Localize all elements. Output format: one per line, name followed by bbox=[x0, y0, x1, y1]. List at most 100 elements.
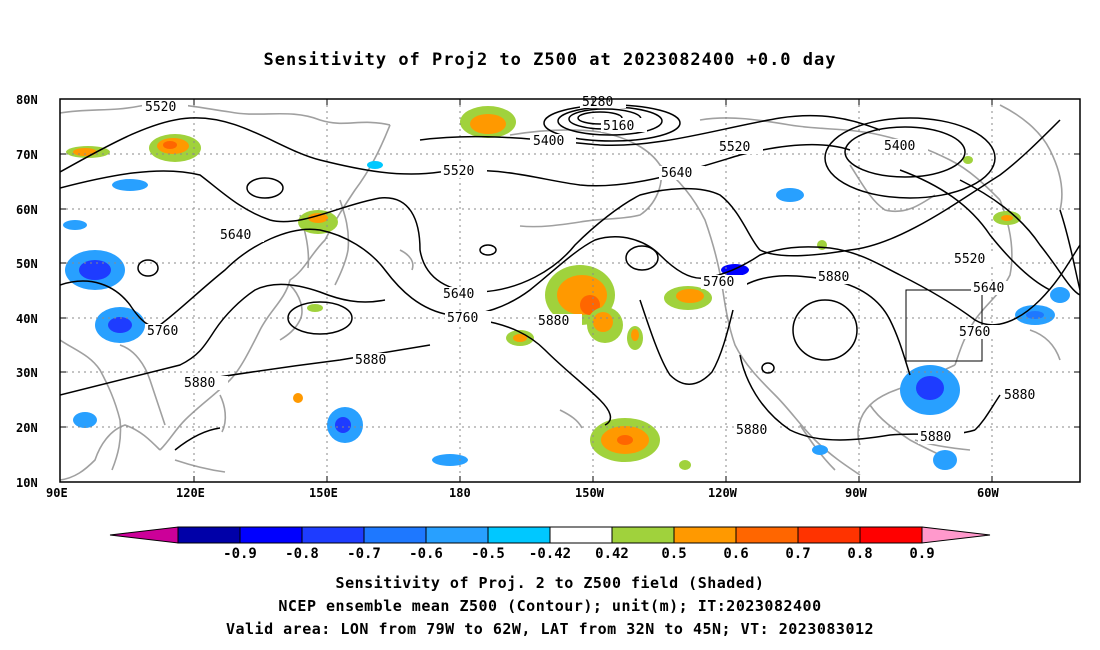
colorbar-tick-label: -0.9 bbox=[223, 546, 257, 562]
contour-value: 5640 bbox=[661, 166, 692, 181]
colorbar-segment bbox=[673, 526, 737, 544]
contour-label-5760-west: 5760 bbox=[145, 324, 191, 339]
contour-label-5400-center: 5400 bbox=[530, 134, 576, 149]
contour-value: 5640 bbox=[973, 281, 1004, 296]
contour-label-5520-east: 5520 bbox=[952, 252, 998, 267]
contour-label-5640-center: 5640 bbox=[659, 166, 705, 181]
lon-label-120w: 120W bbox=[708, 486, 738, 500]
colorbar-segment bbox=[797, 526, 861, 544]
lon-label-60w: 60W bbox=[977, 486, 999, 500]
contour-label-5520-center: 5520 bbox=[441, 164, 487, 179]
contour-value: 5640 bbox=[220, 228, 251, 243]
colorbar-segment bbox=[425, 526, 489, 544]
contour-label-5880-asia: 5880 bbox=[182, 376, 228, 391]
contour-label-5640-east: 5640 bbox=[971, 281, 1017, 296]
lat-label-70n: 70N bbox=[16, 148, 38, 162]
colorbar-segment bbox=[239, 526, 303, 544]
contour-value: 5760 bbox=[147, 324, 178, 339]
caption-line-3: Valid area: LON from 79W to 62W, LAT fro… bbox=[225, 620, 875, 638]
contour-label-5880-north-america: 5880 bbox=[816, 270, 862, 285]
map-plot-area bbox=[60, 99, 1080, 482]
colorbar-tick-label: -0.42 bbox=[529, 546, 571, 562]
contour-value: 5880 bbox=[818, 270, 849, 285]
contour-value: 5400 bbox=[884, 139, 915, 154]
lon-label-90w: 90W bbox=[845, 486, 867, 500]
contour-label-5760-center: 5760 bbox=[445, 311, 491, 326]
contour-value: 5880 bbox=[920, 430, 951, 445]
contour-labels: 5520 5280 5160 5400 5520 5520 5640 5400 bbox=[142, 95, 1048, 445]
contour-value: 5520 bbox=[719, 140, 750, 155]
colorbar-tick-label: 0.5 bbox=[661, 546, 686, 562]
lon-label-120e: 120E bbox=[176, 486, 205, 500]
caption-line-2: NCEP ensemble mean Z500 (Contour); unit(… bbox=[278, 597, 822, 615]
colorbar-segment bbox=[177, 526, 241, 544]
caption-line-1: Sensitivity of Proj. 2 to Z500 field (Sh… bbox=[335, 574, 765, 592]
contour-value: 5520 bbox=[145, 100, 176, 115]
contour-label-5760-pacific: 5760 bbox=[701, 275, 747, 290]
contour-value: 5760 bbox=[447, 311, 478, 326]
colorbar-tick-label: -0.6 bbox=[409, 546, 443, 562]
lat-label-20n: 20N bbox=[16, 421, 38, 435]
contour-value: 5760 bbox=[703, 275, 734, 290]
contour-label-5880-west-pacific: 5880 bbox=[353, 353, 399, 368]
contour-label-5880-caribbean: 5880 bbox=[918, 430, 964, 445]
contour-value: 5880 bbox=[355, 353, 386, 368]
colorbar-tick-label: 0.6 bbox=[723, 546, 748, 562]
colorbar-segment bbox=[301, 526, 365, 544]
longitude-labels: 90E 120E 150E 180 150W 120W 90W 60W bbox=[46, 486, 999, 500]
contour-label-5160: 5160 bbox=[601, 118, 647, 134]
lon-label-180: 180 bbox=[449, 486, 471, 500]
contour-value: 5280 bbox=[582, 95, 613, 110]
colorbar-segment bbox=[549, 526, 613, 544]
contour-label-5880-gulf: 5880 bbox=[734, 423, 780, 438]
lon-label-150w: 150W bbox=[575, 486, 605, 500]
lat-label-50n: 50N bbox=[16, 257, 38, 271]
latitude-labels: 80N 70N 60N 50N 40N 30N 20N 10N bbox=[16, 93, 38, 490]
map-frame bbox=[59, 98, 1081, 483]
sensitivity-shading bbox=[63, 106, 1070, 470]
contour-value: 5880 bbox=[538, 314, 569, 329]
contour-value: 5880 bbox=[184, 376, 215, 391]
contour-value: 5760 bbox=[959, 325, 990, 340]
contour-value: 5640 bbox=[443, 287, 474, 302]
lat-label-40n: 40N bbox=[16, 312, 38, 326]
contour-value: 5160 bbox=[603, 119, 634, 134]
colorbar-underflow-triangle bbox=[109, 526, 179, 544]
contour-value: 5520 bbox=[954, 252, 985, 267]
colorbar-segment bbox=[735, 526, 799, 544]
contour-label-5400-ne: 5400 bbox=[882, 139, 928, 154]
lon-label-150e: 150E bbox=[309, 486, 338, 500]
contour-label-5280: 5280 bbox=[580, 95, 626, 110]
lat-label-80n: 80N bbox=[16, 93, 38, 107]
lat-label-30n: 30N bbox=[16, 366, 38, 380]
contour-label-5640-pacific: 5640 bbox=[441, 287, 487, 302]
contour-label-5880-atlantic: 5880 bbox=[1002, 388, 1048, 403]
contour-label-5880-pacific: 5880 bbox=[536, 314, 582, 329]
colorbar-tick-label: -0.7 bbox=[347, 546, 381, 562]
lat-label-60n: 60N bbox=[16, 203, 38, 217]
colorbar-segment bbox=[487, 526, 551, 544]
contour-value: 5400 bbox=[533, 134, 564, 149]
colorbar-tick-label: 0.7 bbox=[785, 546, 810, 562]
colorbar-tick-label: 0.9 bbox=[909, 546, 934, 562]
contour-label-5760-east: 5760 bbox=[957, 325, 1003, 340]
contour-value: 5880 bbox=[736, 423, 767, 438]
colorbar-tick-label: 0.8 bbox=[847, 546, 872, 562]
lon-label-90e: 90E bbox=[46, 486, 68, 500]
contour-label-5640-west: 5640 bbox=[218, 228, 264, 243]
figure-title: Sensitivity of Proj2 to Z500 at 20230824… bbox=[263, 50, 837, 70]
negative-sensitivity-regions bbox=[63, 161, 1070, 470]
colorbar-tick-label: -0.5 bbox=[471, 546, 505, 562]
contour-label-5520-nw: 5520 bbox=[142, 100, 188, 115]
contour-value: 5880 bbox=[1004, 388, 1035, 403]
colorbar-segment bbox=[363, 526, 427, 544]
colorbar-segment bbox=[611, 526, 675, 544]
contour-label-5520-ne: 5520 bbox=[717, 140, 763, 155]
lat-label-10n: 10N bbox=[16, 476, 38, 490]
positive-sensitivity-regions bbox=[66, 106, 1021, 470]
colorbar-tick-label: -0.8 bbox=[285, 546, 319, 562]
colorbar: -0.9 -0.8 -0.7 -0.6 -0.5 -0.42 0.42 0.5 0.6 0.7 0.… bbox=[109, 526, 991, 562]
colorbar-tick-label: 0.42 bbox=[595, 546, 629, 562]
colorbar-overflow-triangle bbox=[921, 526, 991, 544]
